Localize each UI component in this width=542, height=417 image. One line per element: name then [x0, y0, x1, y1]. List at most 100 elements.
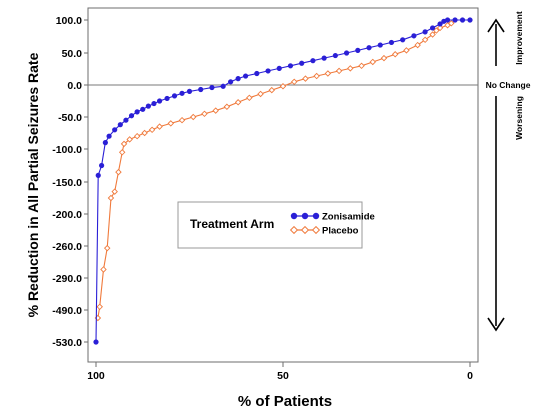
- data-point-placebo: [141, 129, 148, 137]
- y-tick-label: -530.0: [52, 337, 82, 349]
- data-point-zonisamide: [134, 109, 140, 115]
- data-point-zonisamide: [198, 86, 204, 93]
- data-point-zonisamide: [287, 63, 294, 69]
- legend-label: Zonisamide: [322, 212, 375, 223]
- data-point-placebo: [126, 136, 133, 143]
- legend-entry-placebo: Placebo: [289, 225, 359, 237]
- series-zonisamide: [93, 17, 473, 345]
- data-point-placebo: [148, 126, 156, 134]
- data-point-zonisamide: [140, 106, 146, 112]
- y-tick-label: -100.0: [52, 144, 82, 156]
- legend-title: Treatment Arm: [190, 217, 274, 231]
- data-point-placebo: [223, 103, 231, 110]
- y-tick-label: -150.0: [52, 177, 82, 189]
- data-point-placebo: [234, 99, 242, 106]
- data-point-zonisamide: [179, 90, 185, 96]
- data-point-placebo: [414, 41, 421, 49]
- data-point-placebo: [257, 90, 264, 98]
- data-point-placebo: [403, 47, 410, 54]
- data-point-placebo: [335, 67, 343, 75]
- data-point-placebo: [290, 78, 298, 86]
- y-tick-label: -260.0: [52, 241, 82, 253]
- data-point-zonisamide: [102, 140, 108, 146]
- legend-marker: [311, 225, 321, 235]
- data-point-zonisamide: [355, 47, 361, 53]
- data-point-placebo: [313, 72, 320, 80]
- data-point-placebo: [369, 58, 376, 66]
- data-point-zonisamide: [411, 33, 417, 39]
- data-point-zonisamide: [164, 95, 170, 102]
- legend: Treatment Arm Zonisamide Placebo: [177, 201, 375, 249]
- data-point-zonisamide: [430, 25, 436, 31]
- x-tick-label: 50: [277, 370, 289, 382]
- y-tick-label: -490.0: [52, 305, 82, 317]
- legend-marker: [290, 212, 298, 220]
- data-point-placebo: [96, 303, 103, 311]
- legend-entry-zonisamide: Zonisamide: [290, 212, 375, 223]
- no-change-label: No Change: [486, 80, 531, 90]
- data-point-zonisamide: [95, 172, 101, 178]
- data-point-zonisamide: [220, 83, 226, 89]
- data-point-placebo: [358, 62, 365, 70]
- data-point-placebo: [433, 27, 440, 34]
- data-point-placebo: [279, 83, 287, 90]
- data-point-placebo: [448, 20, 455, 27]
- data-point-zonisamide: [186, 88, 193, 94]
- data-point-zonisamide: [467, 17, 473, 23]
- data-point-zonisamide: [276, 65, 282, 71]
- data-point-zonisamide: [377, 42, 383, 48]
- improvement-label: Improvement: [514, 11, 524, 65]
- x-tick-label: 100: [87, 370, 105, 382]
- data-point-zonisamide: [343, 50, 350, 56]
- y-axis-title: % Reduction in All Partial Seizures Rate: [25, 52, 41, 317]
- legend-marker: [312, 212, 320, 220]
- data-point-zonisamide: [145, 103, 151, 109]
- legend-marker: [300, 225, 310, 235]
- data-point-zonisamide: [228, 79, 234, 85]
- data-point-zonisamide: [156, 98, 163, 104]
- worsening-label: Worsening: [514, 96, 524, 140]
- data-point-zonisamide: [321, 55, 327, 61]
- series-line-placebo: [97, 22, 452, 319]
- data-point-placebo: [324, 70, 332, 77]
- y-tick-label: -200.0: [52, 209, 82, 221]
- data-point-placebo: [268, 86, 276, 94]
- y-tick-label: 50.0: [62, 48, 83, 60]
- data-point-zonisamide: [310, 58, 316, 64]
- data-point-placebo: [167, 120, 175, 127]
- legend-box: [177, 201, 363, 249]
- data-point-zonisamide: [422, 29, 428, 35]
- data-point-zonisamide: [254, 70, 260, 77]
- x-axis: 100 50 0: [87, 362, 473, 382]
- data-point-placebo: [178, 116, 186, 124]
- worsening-arrow: [487, 96, 505, 332]
- improvement-arrow: [487, 18, 505, 66]
- y-tick-label: 0.0: [67, 80, 82, 92]
- y-axis: 100.0 50.0 0.0 -50.0 -100.0 -150.0 -200.0 -260.…: [52, 15, 88, 349]
- y-tick-label: -50.0: [58, 112, 82, 124]
- data-point-zonisamide: [171, 93, 178, 99]
- x-axis-title: % of Patients: [238, 393, 332, 410]
- series-line-zonisamide: [95, 19, 470, 343]
- data-point-placebo: [100, 266, 107, 273]
- data-point-placebo: [107, 194, 115, 202]
- series-placebo: [94, 20, 455, 322]
- data-point-placebo: [133, 132, 141, 140]
- data-point-zonisamide: [332, 52, 338, 59]
- data-point-zonisamide: [128, 113, 135, 119]
- data-point-zonisamide: [99, 162, 105, 169]
- plot-frame: [87, 7, 479, 363]
- data-point-placebo: [111, 188, 118, 195]
- legend-marker: [289, 225, 299, 235]
- legend-label: Placebo: [322, 226, 359, 237]
- data-point-zonisamide: [112, 127, 118, 133]
- data-point-placebo: [380, 54, 388, 62]
- data-point-placebo: [302, 75, 309, 82]
- data-point-zonisamide: [117, 122, 123, 128]
- data-point-placebo: [429, 31, 436, 38]
- data-point-zonisamide: [151, 100, 157, 107]
- data-point-placebo: [347, 65, 354, 72]
- data-point-placebo: [156, 123, 163, 130]
